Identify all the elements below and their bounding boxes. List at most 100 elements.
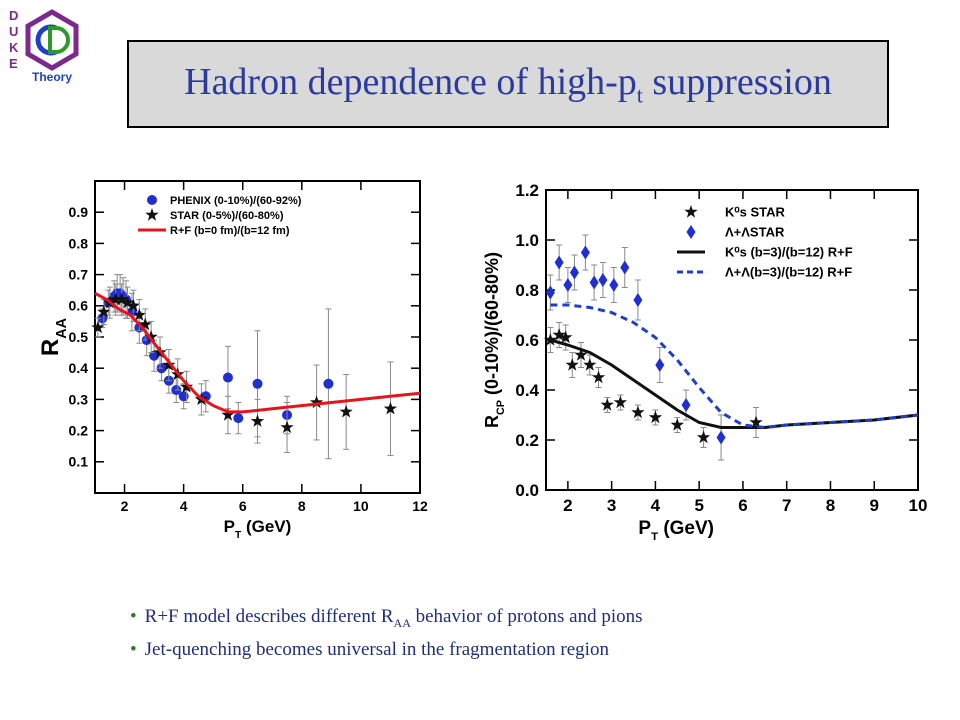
data-point: [280, 420, 294, 434]
rcp-chart: 2 3 4 5 6 7 8 9 10 0.0 0.2 0.4 0.6 0.8 1.0 1.2 K⁰s STAR Λ…: [482, 181, 928, 543]
data-point: [600, 398, 614, 411]
data-point: [178, 391, 189, 402]
x-tick-label: 3: [607, 496, 616, 515]
legend-marker: [145, 208, 159, 221]
y-tick-label: 0.4: [69, 360, 89, 376]
y-axis-label: RAA: [40, 317, 70, 356]
bullet-item-1: • R+F model describes different RAA behav…: [130, 606, 643, 630]
bullet-list: • R+F model describes different RAA behav…: [130, 600, 643, 666]
data-point: [574, 348, 588, 361]
data-point: [613, 395, 628, 409]
logo-d-shape: [48, 26, 70, 54]
data-point: [109, 292, 123, 306]
y-tick-label: 0.6: [69, 298, 89, 314]
data-point: [545, 285, 555, 300]
data-point: [565, 358, 579, 371]
legend-marker: [686, 225, 696, 239]
logo-hexagon: [25, 9, 79, 71]
title-main: Hadron dependence of high-p: [184, 60, 637, 103]
x-tick-label: 2: [121, 498, 129, 514]
data-point: [252, 378, 263, 389]
y-tick-label: 0.8: [515, 281, 539, 300]
data-point: [569, 265, 579, 280]
data-point: [583, 358, 597, 371]
logo-letter-d: D: [9, 8, 18, 23]
legend: PHENIX (0-10%)/(60-92%) STAR (0-5%)/(60-8…: [138, 195, 302, 237]
data-point: [126, 298, 141, 312]
y-tick-label: 0.4: [515, 381, 539, 400]
y-axis-label: RCP (0-10%)/(60-80%): [482, 252, 507, 428]
x-axis-label: PT (GeV): [638, 518, 714, 543]
data-point: [309, 395, 324, 409]
legend-label: Λ+Λ(b=3)/(b=12) R+F: [725, 265, 852, 280]
bullet-item-2: • Jet-quenching becomes universal in the …: [130, 639, 609, 660]
y-tick-label: 0.7: [69, 267, 89, 283]
data-point: [609, 278, 619, 292]
logo-letter-k: K: [9, 40, 19, 55]
legend-marker: [147, 195, 157, 205]
logo-letter-e: E: [9, 56, 18, 71]
data-point: [543, 333, 557, 346]
y-tick-label: 1.0: [515, 231, 539, 250]
bullet-dot-icon: •: [130, 639, 137, 660]
raa-chart: 2 4 6 8 10 12 0.1 0.2 0.3 0.4 0.5 0.6 0.7 0.8 0.9 PHENI…: [40, 180, 428, 541]
data-point: [138, 317, 152, 331]
x-tick-label: 6: [239, 498, 247, 514]
data-point: [149, 350, 160, 361]
y-tick-label: 0.6: [515, 331, 539, 350]
data-point: [670, 418, 684, 431]
data-point: [620, 260, 630, 275]
data-point: [696, 430, 711, 444]
x-tick-label: 9: [870, 496, 879, 515]
data-point: [233, 413, 244, 424]
x-tick-label: 4: [651, 496, 661, 515]
duke-theory-logo: D U K E Theory: [9, 8, 79, 84]
legend: K⁰s STAR Λ+ΛSTAR K⁰s (b=3)/(b=12) R+F Λ+Λ(b…: [677, 205, 853, 280]
data-point: [162, 358, 176, 371]
data-point: [339, 404, 353, 418]
model-curve: [549, 338, 919, 429]
y-tick-label: 1.2: [515, 181, 539, 200]
data-point: [633, 293, 643, 307]
logo-word: Theory: [32, 70, 72, 84]
y-tick-label: 0.5: [69, 329, 89, 345]
data-point: [559, 330, 573, 344]
logo-letter-u: U: [9, 24, 18, 39]
data-point: [631, 405, 645, 419]
legend-marker: [684, 205, 698, 218]
data-point: [648, 410, 663, 424]
data-point: [97, 305, 111, 318]
legend-label: R+F (b=0 fm)/(b=12 fm): [170, 225, 290, 237]
series-2: [549, 338, 919, 429]
data-point: [716, 430, 726, 445]
data-point: [221, 408, 235, 421]
logo-letters: D U K E: [9, 8, 19, 71]
legend-label: STAR (0-5%)/(60-80%): [170, 210, 284, 222]
data-point: [554, 255, 564, 270]
y-tick-label: 0.9: [69, 204, 89, 220]
x-axis-label: PT (GeV): [224, 517, 292, 541]
y-tick-label: 0.1: [69, 454, 89, 470]
data-point: [132, 308, 146, 321]
data-point: [749, 415, 763, 429]
data-point: [114, 292, 129, 306]
x-tick-label: 5: [694, 496, 703, 515]
series-1: [545, 234, 726, 461]
data-point: [681, 398, 691, 412]
legend-label: PHENIX (0-10%)/(60-92%): [170, 195, 302, 207]
x-tick-label: 10: [909, 496, 928, 515]
slide-title: Hadron dependence of high-pt suppression: [184, 60, 832, 109]
model-curve: [94, 291, 421, 414]
data-point: [323, 378, 334, 389]
data-point: [91, 320, 105, 334]
data-point: [120, 295, 135, 309]
x-tick-label: 4: [180, 498, 188, 514]
x-tick-label: 12: [412, 498, 428, 514]
y-tick-label: 0.2: [515, 431, 539, 450]
data-point: [144, 330, 158, 343]
series-2: [94, 291, 421, 414]
x-tick-label: 7: [782, 496, 791, 515]
data-point: [589, 275, 599, 290]
data-point: [598, 273, 608, 287]
y-tick-label: 0.8: [69, 235, 89, 251]
